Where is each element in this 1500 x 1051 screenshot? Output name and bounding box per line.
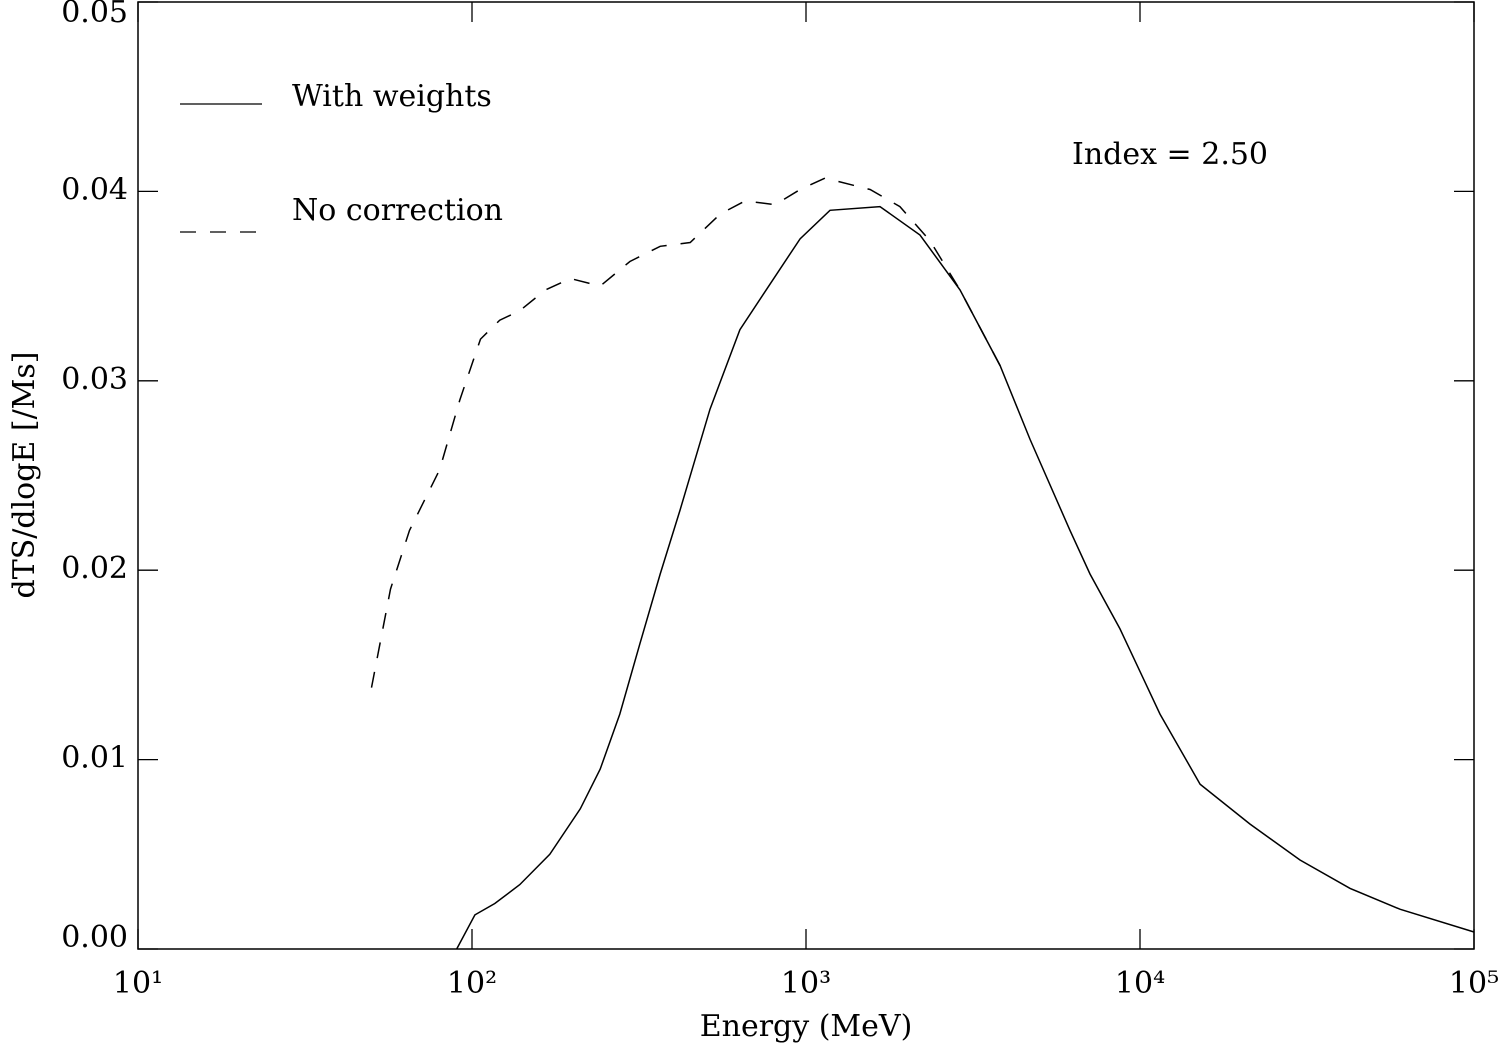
line-series xyxy=(456,205,1475,950)
y-axis-label: dTS/dlogE [/Ms] xyxy=(7,351,42,598)
y-tick-label: 0.00 xyxy=(61,920,128,955)
annotation: Index = 2.50 xyxy=(1072,137,1268,172)
y-tick-label: 0.05 xyxy=(61,0,128,30)
y-tick-label: 0.04 xyxy=(61,172,128,207)
legend-label: With weights xyxy=(292,79,492,114)
plot-frame xyxy=(137,1,1475,950)
y-tick-label: 0.03 xyxy=(61,362,128,397)
y-tick-label: 0.02 xyxy=(61,551,128,586)
legend-label: No correction xyxy=(292,193,503,228)
line-series xyxy=(370,177,1001,688)
x-axis-label: Energy (MeV) xyxy=(700,1009,913,1044)
x-tick-label: 10⁵ xyxy=(1449,966,1499,1001)
x-tick-label: 10² xyxy=(447,966,497,1001)
x-tick-label: 10¹ xyxy=(113,966,163,1001)
x-tick-label: 10³ xyxy=(781,966,831,1001)
y-tick-label: 0.01 xyxy=(61,741,128,776)
x-tick-label: 10⁴ xyxy=(1115,966,1165,1001)
